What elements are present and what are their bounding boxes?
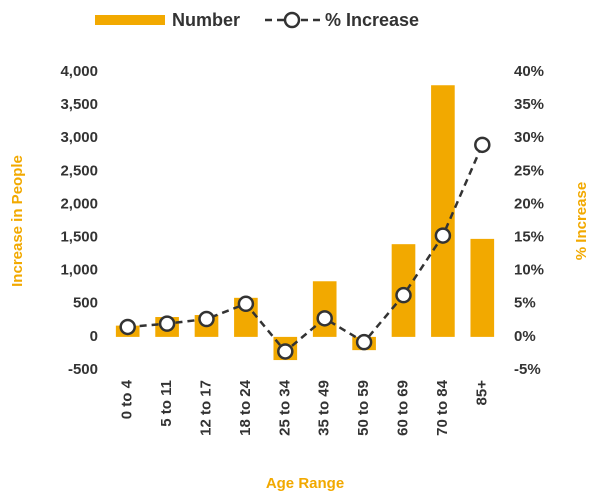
- legend-label: % Increase: [325, 10, 419, 30]
- y2-tick-label: 35%: [514, 96, 544, 113]
- y-tick-label: 3,000: [60, 129, 98, 146]
- x-tick-label: 60 to 69: [394, 380, 411, 436]
- y-tick-label: 3,500: [60, 96, 98, 113]
- y2-tick-label: 5%: [514, 295, 536, 312]
- bar: [431, 85, 455, 337]
- bar: [312, 281, 337, 337]
- y-tick-label: 500: [73, 295, 98, 312]
- y-tick-label: 1,000: [60, 262, 98, 279]
- line-marker: [237, 295, 255, 313]
- y2-tick-label: 30%: [514, 129, 544, 146]
- legend-label: Number: [172, 10, 240, 30]
- line-marker: [277, 343, 294, 360]
- y-tick-label: 2,000: [60, 195, 98, 212]
- line-marker: [316, 310, 333, 327]
- line-marker: [474, 136, 491, 154]
- y2-tick-label: 20%: [514, 195, 544, 212]
- y2-tick-label: -5%: [514, 361, 541, 378]
- y2-tick-label: 25%: [514, 162, 544, 179]
- y2-tick-label: 40%: [514, 63, 544, 80]
- y-tick-label: -500: [68, 361, 98, 378]
- legend-swatch: [95, 15, 165, 25]
- x-axis-title: Age Range: [266, 475, 344, 492]
- y-tick-label: 4,000: [60, 63, 98, 80]
- y-tick-label: 1,500: [60, 229, 98, 246]
- bar: [470, 238, 495, 337]
- x-tick-label: 5 to 11: [158, 380, 175, 427]
- line-marker: [355, 333, 373, 351]
- line: [127, 144, 484, 354]
- x-tick-label: 25 to 34: [276, 379, 293, 436]
- line-marker: [119, 318, 136, 336]
- line-marker: [158, 315, 176, 332]
- x-tick-label: 0 to 4: [119, 379, 136, 419]
- x-tick-label: 35 to 49: [316, 380, 333, 436]
- y-tick-label: 2,500: [60, 162, 98, 179]
- y2-tick-label: 10%: [514, 262, 544, 279]
- legend-marker: [283, 11, 301, 29]
- y2-axis-title: % Increase: [573, 182, 590, 260]
- y2-tick-label: 0%: [514, 328, 536, 345]
- x-tick-label: 50 to 59: [355, 380, 372, 436]
- x-tick-label: 18 to 24: [237, 379, 254, 436]
- y2-tick-label: 15%: [514, 229, 544, 246]
- line-marker: [198, 310, 215, 328]
- y-axis-title: Increase in People: [9, 155, 26, 287]
- x-tick-label: 12 to 17: [197, 380, 214, 436]
- y-tick-label: 0: [90, 328, 98, 345]
- x-tick-label: 85+: [473, 380, 490, 406]
- line-marker: [434, 227, 452, 244]
- x-tick-label: 70 to 84: [434, 379, 451, 436]
- line-marker: [395, 286, 412, 304]
